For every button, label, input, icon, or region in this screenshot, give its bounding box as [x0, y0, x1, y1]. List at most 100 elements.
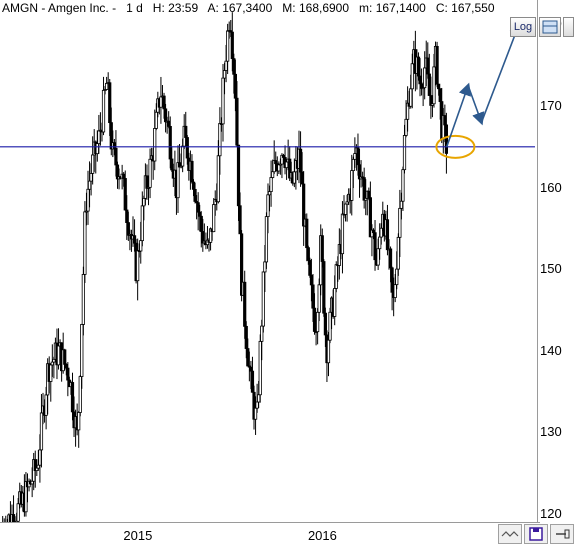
- candle-body: [438, 88, 442, 102]
- candle-body: [112, 142, 116, 149]
- save-icon[interactable]: [524, 524, 548, 544]
- y-tick-label: 170: [540, 98, 562, 114]
- candle-body: [379, 227, 383, 238]
- candle-body: [317, 284, 321, 313]
- candle-body: [196, 202, 200, 213]
- candle-body: [322, 261, 326, 314]
- candle-body: [163, 108, 168, 123]
- y-tick-label: 150: [540, 261, 562, 277]
- candle-body: [63, 349, 67, 365]
- candle-body: [326, 339, 331, 364]
- candle-body: [235, 97, 239, 146]
- candle-body: [316, 311, 320, 333]
- zoom-icon[interactable]: [498, 524, 522, 544]
- candle-body: [232, 58, 236, 75]
- candle-body: [181, 145, 185, 167]
- candle-body: [148, 158, 152, 188]
- candle-body: [193, 188, 197, 202]
- candle-body: [38, 449, 42, 466]
- candle-body: [52, 358, 56, 363]
- candle-body: [253, 407, 258, 420]
- log-scale-button[interactable]: Log: [510, 17, 536, 37]
- candle-body: [83, 211, 87, 275]
- candle-body: [269, 177, 273, 192]
- candle-body: [376, 248, 380, 266]
- candle-body: [184, 125, 188, 138]
- candle-body: [267, 191, 272, 196]
- candle-body: [91, 154, 95, 174]
- candle-body: [300, 171, 304, 185]
- candle-body: [402, 135, 407, 171]
- price-axis[interactable]: [537, 0, 574, 546]
- low-value: 167,1400: [375, 1, 426, 15]
- candle-body: [89, 172, 93, 182]
- candle-body: [123, 178, 127, 211]
- candle-body: [277, 164, 281, 172]
- candle-body: [78, 376, 82, 413]
- candle-body: [126, 222, 130, 236]
- candle-body: [401, 169, 405, 202]
- candle-body: [243, 281, 247, 327]
- time-axis[interactable]: [0, 522, 540, 547]
- candle-body: [266, 194, 270, 218]
- candle-body: [86, 188, 90, 212]
- x-tick-label: 2015: [123, 528, 153, 543]
- candle-body: [274, 160, 278, 165]
- candle-body: [333, 288, 337, 317]
- candle-body: [154, 111, 158, 129]
- candle-body: [159, 96, 163, 108]
- projection-arrow: [445, 82, 471, 148]
- candle-body: [292, 171, 296, 184]
- candle-body: [309, 274, 314, 286]
- candle-body: [340, 213, 345, 255]
- candle-body: [258, 340, 262, 396]
- candle-body: [170, 158, 174, 171]
- candle-body: [142, 197, 146, 207]
- y-tick-label: 120: [540, 505, 562, 521]
- candle-body: [284, 161, 289, 169]
- candle-body: [139, 240, 143, 252]
- candle-body: [176, 162, 180, 199]
- candle-body: [30, 480, 34, 485]
- candle-body: [216, 155, 220, 203]
- candle-body: [49, 364, 53, 382]
- candle-body: [367, 190, 371, 199]
- candle-body: [350, 170, 354, 201]
- candle-body: [153, 128, 157, 162]
- candle-body: [410, 63, 414, 90]
- candle-body: [199, 215, 203, 232]
- candle-body: [44, 394, 48, 416]
- candle-body: [105, 82, 109, 90]
- candle-body: [101, 89, 106, 133]
- pin-icon[interactable]: [550, 524, 574, 544]
- high-value: 168,6900: [298, 1, 350, 15]
- candle-body: [362, 177, 366, 201]
- candle-body: [244, 325, 248, 349]
- layout-icon[interactable]: [539, 17, 561, 37]
- candle-body: [233, 73, 237, 99]
- candle-body: [50, 361, 54, 366]
- interval: 1 d: [126, 1, 143, 15]
- candle-body: [162, 95, 166, 110]
- candle-body: [230, 31, 234, 60]
- symbol: AMGN: [2, 1, 38, 15]
- candle-body: [185, 137, 189, 159]
- candle-body: [404, 118, 408, 136]
- high-label: M:: [282, 1, 296, 15]
- candle-body: [64, 363, 68, 369]
- candle-body: [36, 464, 40, 469]
- candle-body: [212, 204, 216, 233]
- candle-body: [373, 232, 377, 261]
- candle-body: [97, 130, 101, 145]
- candle-body: [190, 160, 194, 183]
- candle-body: [320, 235, 324, 262]
- candle-body: [396, 236, 400, 270]
- candle-body: [264, 216, 269, 263]
- candle-body: [77, 412, 81, 431]
- candle-body: [385, 219, 390, 251]
- time-value: 23:59: [168, 1, 199, 15]
- scroll-up-icon[interactable]: [563, 17, 574, 37]
- candle-body: [353, 153, 357, 160]
- price-chart[interactable]: [0, 0, 540, 546]
- open-label: A:: [207, 1, 219, 15]
